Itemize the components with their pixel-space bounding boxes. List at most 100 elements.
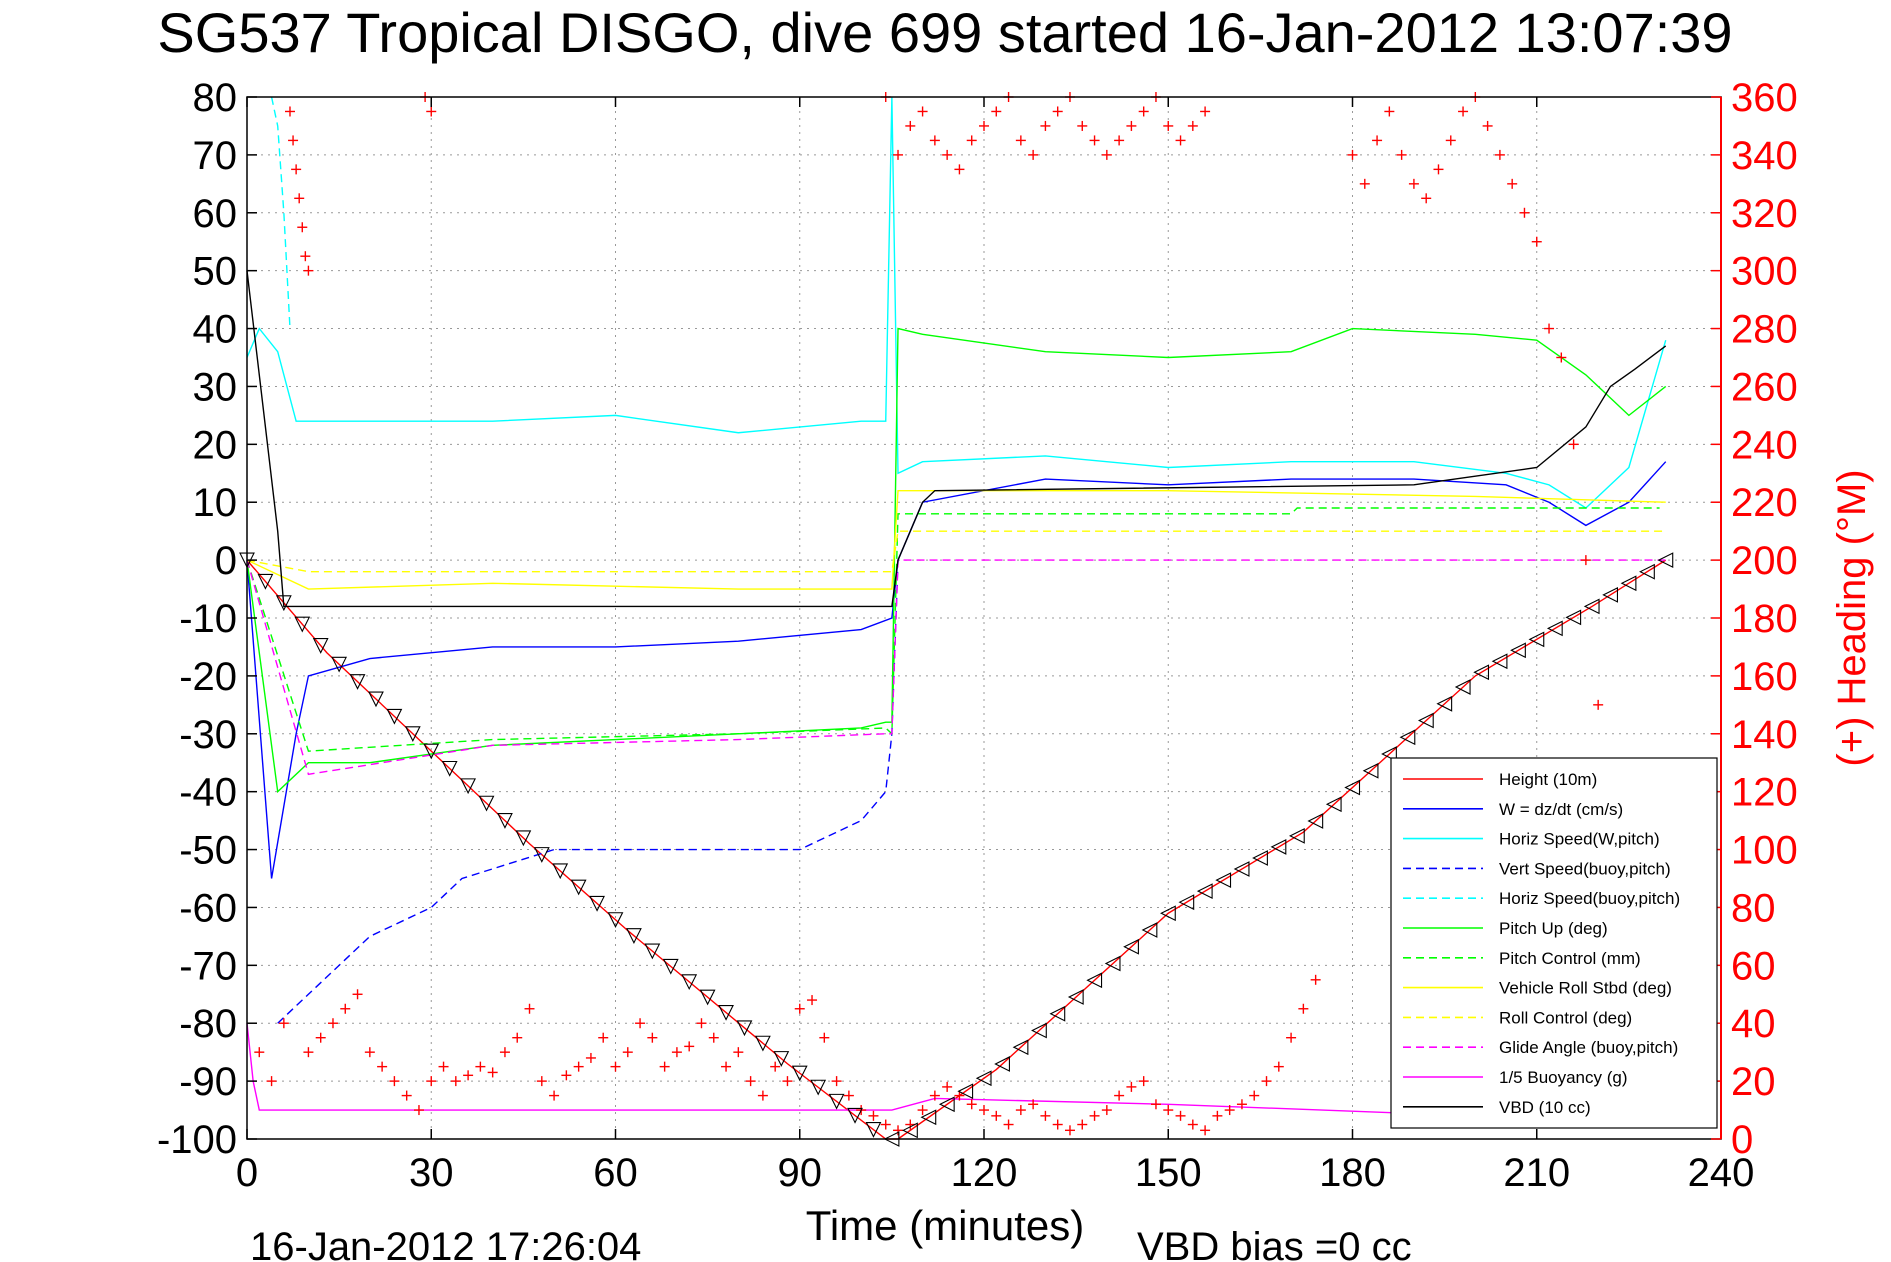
height-marker	[847, 1107, 863, 1124]
height-marker	[552, 863, 569, 880]
height-marker	[1657, 552, 1674, 569]
y-right-tick-label: 180	[1731, 597, 1798, 641]
axes: 0 30 60 90 120 150 180 210 24080706050403020100-…	[157, 76, 1798, 1195]
x-axis-label: Time (minutes)	[806, 1202, 1084, 1249]
y-tick-label: -70	[179, 944, 237, 988]
legend-label: Roll Control (deg)	[1499, 1008, 1632, 1027]
x-tick-label: 240	[1688, 1151, 1755, 1195]
legend-label: 1/5 Buoyancy (g)	[1499, 1068, 1628, 1087]
height-marker	[1454, 679, 1471, 695]
y-tick-label: -60	[179, 886, 237, 930]
heading-point	[1421, 193, 1432, 204]
heading-point	[1359, 178, 1370, 189]
heading-point	[438, 1061, 449, 1072]
heading-point	[1040, 1110, 1051, 1121]
heading-point	[782, 1076, 793, 1087]
x-tick-label: 90	[778, 1151, 823, 1195]
height-marker	[1473, 664, 1490, 681]
heading-point	[1556, 352, 1567, 363]
height-marker	[1086, 972, 1103, 989]
heading-point	[278, 1018, 289, 1029]
legend-label: Vehicle Roll Stbd (deg)	[1499, 979, 1672, 998]
heading-point	[1028, 1099, 1039, 1110]
vbd-bias-footer: VBD bias =0 cc	[1137, 1225, 1412, 1262]
height-marker	[1362, 762, 1379, 779]
y-right-tick-label: 160	[1731, 655, 1798, 699]
height-marker	[626, 928, 642, 944]
height-marker	[441, 760, 458, 777]
height-marker	[1344, 779, 1361, 796]
height-marker	[1639, 563, 1655, 580]
y-axis-right-label: (+) Heading (°M)	[1830, 469, 1874, 766]
heading-point	[499, 1047, 510, 1058]
y-tick-label: 50	[193, 250, 238, 294]
height-marker	[1233, 861, 1250, 877]
height-marker	[791, 1065, 808, 1082]
heading-point	[794, 1003, 805, 1014]
heading-point	[1372, 135, 1383, 146]
y-tick-label: 10	[193, 481, 238, 525]
height-marker	[1399, 729, 1416, 746]
height-marker	[1583, 598, 1600, 615]
height-marker	[957, 1083, 974, 1100]
heading-point	[979, 1105, 989, 1116]
heading-point	[942, 1081, 953, 1092]
heading-point	[294, 193, 305, 204]
heading-point	[1187, 1119, 1198, 1130]
height-marker	[902, 1122, 918, 1139]
heading-point	[1200, 1125, 1211, 1136]
heading-point	[1138, 106, 1149, 117]
y-tick-label: 40	[193, 308, 238, 352]
heading-point	[708, 1032, 719, 1043]
heading-point	[647, 1032, 658, 1043]
heading-point	[1077, 120, 1088, 131]
series-line-10	[246, 1023, 1660, 1129]
height-marker	[1510, 642, 1526, 659]
series-line-6	[246, 507, 1660, 752]
x-tick-label: 180	[1319, 1151, 1386, 1195]
heading-point	[684, 1041, 695, 1052]
heading-point	[1568, 439, 1579, 450]
heading-point	[512, 1032, 523, 1043]
y-tick-label: 30	[193, 365, 238, 409]
heading-point	[1175, 1110, 1186, 1121]
heading-point	[1224, 1105, 1235, 1116]
heading-point	[1052, 1119, 1063, 1130]
triangle-markers	[239, 552, 1674, 1147]
heading-point	[303, 1047, 314, 1058]
height-marker	[386, 708, 403, 725]
height-marker	[404, 726, 421, 743]
heading-point	[1396, 149, 1407, 160]
heading-point	[401, 1090, 412, 1101]
height-marker	[1602, 586, 1618, 603]
legend-label: Pitch Control (mm)	[1499, 949, 1641, 968]
heading-point	[1384, 106, 1395, 117]
heading-point	[929, 135, 940, 146]
heading-point	[1126, 1081, 1137, 1092]
y-right-tick-label: 0	[1731, 1118, 1753, 1162]
y-tick-label: 60	[193, 192, 238, 236]
height-marker	[736, 1020, 753, 1037]
heading-point	[1175, 135, 1186, 146]
heading-point	[1077, 1119, 1088, 1130]
height-marker	[1178, 894, 1195, 911]
heading-point	[807, 995, 818, 1006]
height-marker	[975, 1070, 992, 1087]
heading-point	[610, 1061, 621, 1072]
heading-point	[1482, 120, 1493, 131]
heading-point	[917, 106, 928, 117]
height-marker	[257, 573, 274, 590]
height-marker	[994, 1056, 1010, 1072]
heading-point	[1408, 178, 1419, 189]
heading-point	[1298, 1003, 1309, 1014]
height-marker	[607, 912, 624, 928]
height-marker	[644, 943, 661, 960]
heading-point	[831, 1076, 842, 1087]
heading-point	[819, 1032, 830, 1043]
y-right-tick-label: 140	[1731, 713, 1798, 757]
height-marker	[331, 656, 348, 673]
height-marker	[810, 1079, 827, 1096]
height-marker	[533, 847, 550, 863]
heading-point	[266, 1076, 277, 1087]
height-marker	[699, 989, 716, 1006]
